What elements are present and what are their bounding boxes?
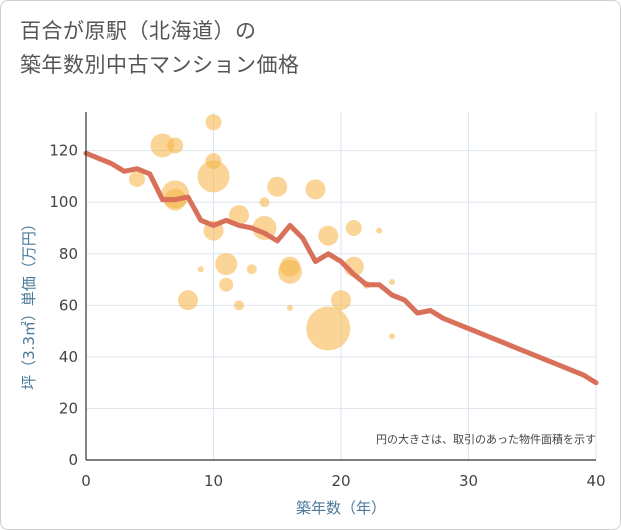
- data-bubble: [259, 197, 270, 208]
- data-bubble: [150, 133, 175, 158]
- size-annotation: 円の大きさは、取引のあった物件面積を示す: [376, 432, 596, 446]
- chart-title-line-1: 百合が原駅（北海道）の: [20, 19, 257, 43]
- y-tick-label: 20: [59, 399, 78, 417]
- axes: [85, 112, 596, 461]
- y-tick-label: 0: [68, 451, 78, 469]
- x-tick-labels: 0 10 20 30 40: [81, 472, 605, 490]
- data-bubble: [215, 253, 238, 276]
- data-bubble: [376, 227, 383, 234]
- y-tick-label: 120: [49, 142, 78, 160]
- data-bubble: [219, 277, 234, 292]
- data-bubble: [167, 137, 184, 154]
- data-bubble: [305, 179, 326, 200]
- data-bubble: [345, 220, 362, 236]
- data-bubble: [318, 225, 339, 246]
- x-tick-label: 0: [81, 472, 91, 490]
- y-tick-label: 60: [59, 296, 78, 314]
- grid-lines: [86, 112, 597, 460]
- data-bubble: [229, 205, 249, 226]
- data-bubble: [331, 290, 351, 311]
- y-axis-title: 坪（3.3㎡）単価（万円）: [20, 216, 38, 390]
- data-bubble: [389, 333, 395, 340]
- trend-line: [83, 150, 599, 386]
- chart-title: 百合が原駅（北海道）の 築年数別中古マンション価格: [20, 14, 300, 82]
- x-axis-title: 築年数（年）: [296, 499, 386, 517]
- data-bubble: [306, 306, 351, 351]
- y-tick-label: 80: [59, 245, 78, 263]
- data-bubble: [205, 114, 222, 131]
- x-tick-label: 10: [204, 472, 223, 490]
- x-tick-label: 30: [459, 472, 478, 490]
- data-bubble: [389, 279, 395, 286]
- data-bubble: [178, 290, 198, 311]
- y-tick-label: 40: [59, 348, 78, 366]
- data-bubble: [287, 304, 293, 311]
- y-tick-labels: 0 20 40 60 80 100 120: [49, 142, 78, 469]
- x-tick-label: 40: [586, 472, 605, 490]
- y-tick-label: 100: [49, 193, 78, 211]
- data-bubble: [197, 160, 230, 193]
- data-bubble: [267, 176, 288, 197]
- x-tick-label: 20: [331, 472, 350, 490]
- data-bubble: [234, 300, 244, 311]
- data-bubble: [129, 171, 145, 188]
- chart-title-line-2: 築年数別中古マンション価格: [20, 53, 300, 77]
- data-bubble: [197, 266, 204, 273]
- data-bubble: [246, 264, 257, 275]
- data-bubble: [278, 259, 302, 284]
